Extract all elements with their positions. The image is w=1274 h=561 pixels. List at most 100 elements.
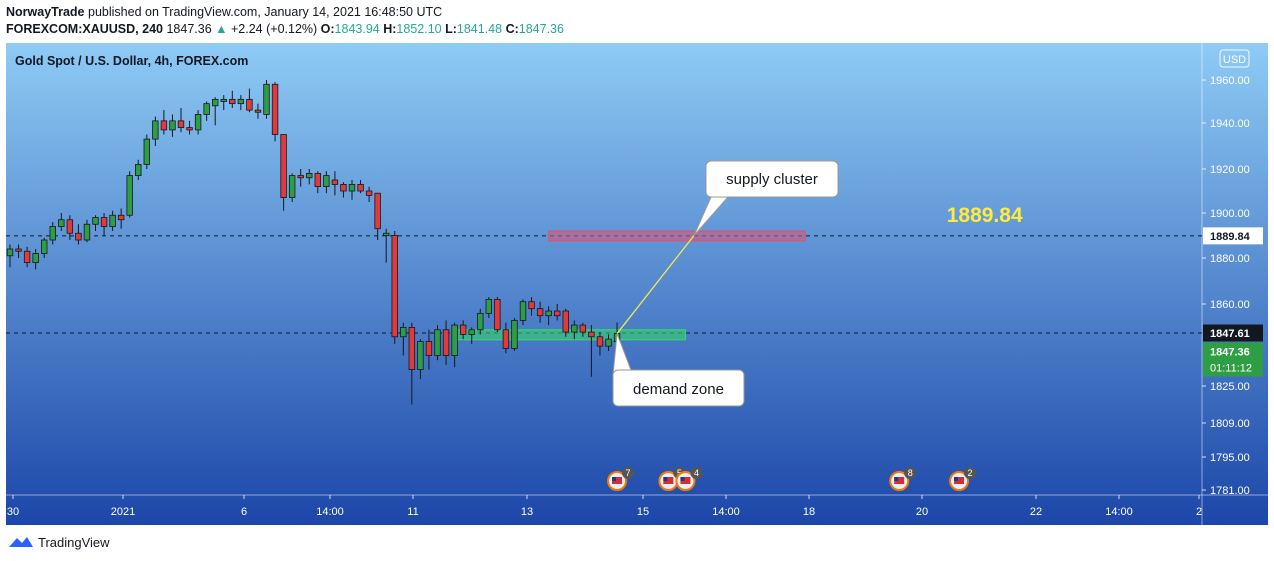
y-tick-label: 1795.00 xyxy=(1210,452,1250,464)
supply-callout-text: supply cluster xyxy=(726,171,818,188)
plot-background xyxy=(6,43,1268,525)
candle-body xyxy=(571,324,578,333)
publisher-name[interactable]: NorwayTrade xyxy=(6,5,85,19)
candle-body xyxy=(135,164,142,177)
candle xyxy=(49,222,56,245)
y-tick-label: 1920.00 xyxy=(1210,164,1250,176)
candle xyxy=(391,231,398,344)
candle-body xyxy=(374,192,381,230)
published-text: published on TradingView.com, January 14… xyxy=(88,5,443,19)
up-arrow-icon: ▲ xyxy=(215,22,228,36)
time-axis: 30 2021 6 14:00 11 13 15 14:00 18 20 22 14:00 2 xyxy=(7,495,1202,518)
candle-body xyxy=(6,248,14,257)
candle-body xyxy=(254,109,262,113)
candles xyxy=(6,80,621,405)
symbol-info: FOREXCOM:XAUUSD, 240 1847.36 ▲ +2.24 (+0… xyxy=(6,22,564,36)
candle xyxy=(58,213,65,231)
x-tick-label: 14:00 xyxy=(316,506,344,518)
line-price-label-bg xyxy=(1203,324,1263,342)
callout-pointer xyxy=(612,333,632,376)
candle xyxy=(485,297,492,319)
candle xyxy=(536,301,544,323)
candle-body xyxy=(83,223,91,241)
currency-badge[interactable]: USD xyxy=(1219,49,1250,68)
candle xyxy=(519,299,527,326)
candle xyxy=(186,120,193,135)
candle-body xyxy=(58,219,65,227)
event-flag-icon: 2 xyxy=(949,467,977,491)
candle xyxy=(596,332,604,356)
candle-body xyxy=(519,301,527,321)
candle-body xyxy=(579,324,587,333)
candle-body xyxy=(306,172,313,179)
candle xyxy=(306,169,313,185)
y-tick-label: 1940.00 xyxy=(1210,118,1250,130)
candle-body xyxy=(417,341,424,370)
candle-body xyxy=(442,329,450,356)
flag-canton xyxy=(894,477,899,481)
candle xyxy=(425,329,433,370)
flag-canton xyxy=(954,477,959,481)
candle-body xyxy=(425,341,433,356)
candle xyxy=(254,103,262,119)
candle-body xyxy=(605,338,612,347)
y-tick-label: 1960.00 xyxy=(1210,75,1250,87)
open-value: 1843.94 xyxy=(334,22,380,36)
price-change: +2.24 (+0.12%) xyxy=(231,22,318,36)
target-price-label: 1889.84 xyxy=(947,204,1023,227)
candle-body xyxy=(32,253,39,263)
candle xyxy=(331,171,339,196)
candle xyxy=(246,88,253,113)
demand-callout-text: demand zone xyxy=(633,381,724,398)
candle-body xyxy=(280,134,287,198)
candle-body xyxy=(340,183,347,192)
candle xyxy=(220,95,227,111)
svg-text:USD: USD xyxy=(1223,54,1246,66)
candle xyxy=(400,322,407,356)
candle-body xyxy=(92,217,99,225)
x-tick-label: 11 xyxy=(407,506,418,518)
candle xyxy=(545,306,552,326)
candle xyxy=(203,101,210,121)
candle xyxy=(271,82,279,142)
demand-callout-box xyxy=(612,369,745,407)
candle xyxy=(152,116,159,146)
candle-body xyxy=(468,329,475,335)
candle xyxy=(15,244,22,258)
symbol: FOREXCOM:XAUUSD, 240 xyxy=(6,22,163,36)
candle xyxy=(92,215,99,231)
economic-events: 7 5 4 8 2 xyxy=(607,467,977,491)
event-count-badge xyxy=(690,467,703,479)
candle-body xyxy=(434,329,441,356)
tradingview-brand[interactable]: TradingView xyxy=(38,534,110,550)
projection-line xyxy=(616,235,695,334)
candle-body xyxy=(554,310,561,317)
candle xyxy=(160,110,168,135)
supply-zone xyxy=(548,230,806,242)
candle xyxy=(66,215,74,240)
supply-callout-box xyxy=(705,160,839,198)
candle xyxy=(109,210,116,231)
flag-stripe xyxy=(663,477,674,484)
event-count: 4 xyxy=(694,468,699,478)
candle-body xyxy=(400,327,407,338)
y-tick-label: 1860.00 xyxy=(1210,299,1250,311)
candle-body xyxy=(562,310,569,333)
price-chart[interactable]: Gold Spot / U.S. Dollar, 4h, FOREX.com U… xyxy=(6,43,1268,525)
candle xyxy=(75,224,82,245)
candle-body xyxy=(263,83,270,115)
candle xyxy=(528,297,535,316)
event-flag-icon: 7 xyxy=(607,467,635,491)
candle xyxy=(263,80,270,119)
candle-body xyxy=(246,98,253,111)
y-tick-label: 1809.00 xyxy=(1210,418,1250,430)
candle-body xyxy=(203,103,210,115)
candle-body xyxy=(237,98,245,105)
footer: TradingView xyxy=(8,534,110,550)
candle xyxy=(23,246,31,268)
candle xyxy=(605,334,612,351)
candle-body xyxy=(75,232,82,241)
candle-body xyxy=(588,331,595,338)
candle-body xyxy=(288,175,296,199)
line-price-label: 1847.61 xyxy=(1210,328,1250,340)
